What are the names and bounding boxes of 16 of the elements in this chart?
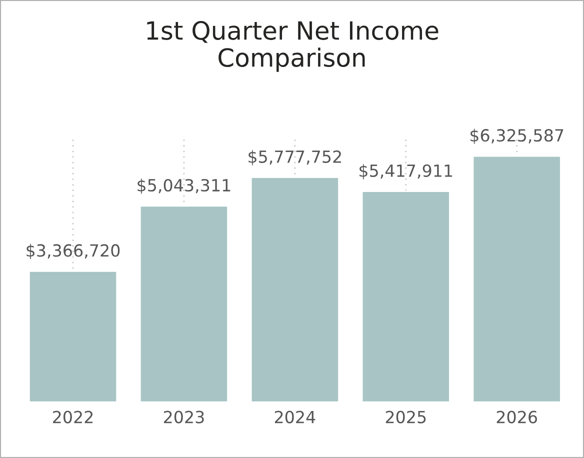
bar [28, 270, 118, 402]
x-tick-label: 2024 [274, 410, 316, 424]
bar [361, 190, 450, 402]
bar [472, 155, 562, 402]
data-label: $5,417,911 [360, 164, 452, 180]
bar [139, 205, 228, 402]
x-tick-label: 2022 [53, 410, 93, 424]
x-tick-label: 2023 [164, 410, 204, 424]
x-tick-label: 2026 [496, 410, 537, 424]
data-label: $5,777,752 [248, 150, 341, 166]
bar [250, 176, 340, 402]
data-label: $3,366,720 [26, 244, 120, 259]
chart-title: 1st Quarter Net Income Comparison [147, 21, 438, 72]
data-label: $5,043,311 [138, 178, 230, 194]
data-label: $6,325,587 [470, 128, 564, 144]
x-tick-label: 2025 [386, 410, 426, 424]
